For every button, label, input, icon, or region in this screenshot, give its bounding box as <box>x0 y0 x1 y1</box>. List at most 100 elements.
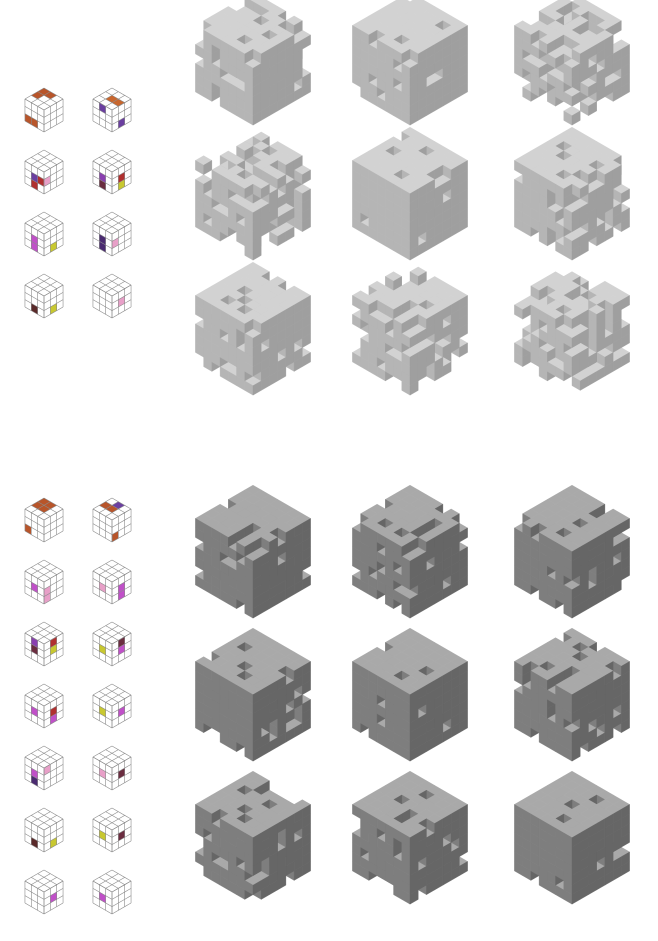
voxel-right-face <box>555 53 564 69</box>
voxel-right-face <box>604 169 614 185</box>
voxel-cube-render <box>514 271 630 391</box>
tile-icon <box>92 559 132 605</box>
tile-icon <box>24 87 64 133</box>
tile-icon-grid-lines <box>92 497 132 543</box>
tile-icon <box>24 559 64 605</box>
tile-icon-grid-lines <box>24 621 64 667</box>
voxel-right-face <box>563 183 573 199</box>
tile-icon <box>92 273 132 319</box>
voxel-right-face <box>547 39 556 55</box>
voxel-right-face <box>530 29 540 45</box>
voxel-right-face <box>261 183 270 199</box>
bottom-tile-icon-grid <box>24 497 132 915</box>
voxel-right-face <box>293 20 303 36</box>
voxel-cube-render <box>352 627 468 762</box>
tile-icon-grid-lines <box>92 683 132 729</box>
tile-icon <box>24 869 64 915</box>
bottom-cube-render-grid <box>195 484 630 905</box>
tile-icon <box>92 621 132 667</box>
tile-icon-grid-lines <box>24 745 64 791</box>
voxel-right-face <box>261 318 270 334</box>
voxel-cube-render <box>514 627 630 762</box>
tile-icon <box>92 87 132 133</box>
tile-icon-grid-lines <box>24 87 64 133</box>
voxel-cube-render <box>195 627 311 762</box>
voxel-cube-render <box>514 126 630 261</box>
voxel-right-face <box>203 160 213 176</box>
tile-icon <box>24 149 64 195</box>
voxel-right-face <box>418 48 427 64</box>
top-cube-render-grid <box>195 0 630 396</box>
tile-icon <box>24 211 64 257</box>
voxel-right-face <box>621 188 630 204</box>
voxel-right-face <box>252 63 262 79</box>
voxel-right-face <box>244 145 254 161</box>
tile-icon-colored-cell <box>99 234 106 245</box>
voxel-right-face <box>588 82 597 98</box>
tile-icon <box>92 211 132 257</box>
voxel-cube-render <box>352 0 468 126</box>
voxel-right-face <box>588 101 597 117</box>
voxel-right-face <box>252 333 262 349</box>
tile-icon-grid-lines <box>24 869 64 915</box>
tile-icon-colored-cell <box>99 172 106 183</box>
tile-icon <box>92 745 132 791</box>
voxel-right-face <box>442 342 452 358</box>
voxel-right-face <box>277 231 287 247</box>
voxel-cube-render <box>195 261 311 396</box>
tile-icon <box>24 683 64 729</box>
tile-icon-grid-lines <box>92 869 132 915</box>
voxel-right-face <box>244 183 254 199</box>
tile-icon-colored-cell <box>31 234 38 245</box>
voxel-right-face <box>571 110 581 126</box>
voxel-cube-render <box>352 266 468 396</box>
voxel-right-face <box>538 63 548 79</box>
voxel-right-face <box>302 188 311 204</box>
tile-icon-colored-cell <box>118 172 125 183</box>
voxel-right-face <box>244 318 254 334</box>
tile-icon-grid-lines <box>92 807 132 853</box>
voxel-right-face <box>571 236 581 252</box>
voxel-right-face <box>285 160 295 176</box>
tile-icon <box>24 273 64 319</box>
tile-icon <box>92 497 132 543</box>
voxel-cube-render <box>514 484 630 619</box>
voxel-right-face <box>571 63 581 79</box>
tile-icon-grid-lines <box>24 273 64 319</box>
tile-icon <box>24 745 64 791</box>
tile-icon <box>92 869 132 915</box>
tile-icon-grid-lines <box>24 807 64 853</box>
voxel-right-face <box>252 380 262 396</box>
tile-icon-grid-lines <box>24 683 64 729</box>
tile-icon <box>24 497 64 543</box>
tile-icon <box>92 149 132 195</box>
tile-icon-grid-lines <box>92 149 132 195</box>
tile-icon <box>24 621 64 667</box>
voxel-cube-render <box>195 131 311 261</box>
voxel-right-face <box>244 48 254 64</box>
voxel-right-face <box>409 63 419 79</box>
tile-icon-colored-cell <box>31 172 38 183</box>
voxel-right-face <box>588 169 597 185</box>
tile-icon-grid-lines <box>92 621 132 667</box>
voxel-cube-render <box>514 0 630 126</box>
tile-icon <box>92 683 132 729</box>
voxel-right-face <box>580 48 589 64</box>
tile-icon <box>24 807 64 853</box>
voxel-cube-render <box>352 484 468 619</box>
tile-icon-grid-lines <box>92 273 132 319</box>
tile-icon <box>92 807 132 853</box>
tile-icon-grid-lines <box>24 559 64 605</box>
tile-icon-grid-lines <box>92 745 132 791</box>
tile-icon-grid-lines <box>92 559 132 605</box>
voxel-cube-render <box>352 126 468 261</box>
voxel-right-face <box>409 352 419 368</box>
voxel-right-face <box>302 169 311 185</box>
voxel-cube-render <box>195 770 311 900</box>
voxel-right-face <box>409 188 419 204</box>
voxel-right-face <box>277 174 287 190</box>
top-tile-icon-grid <box>24 87 132 319</box>
voxel-right-face <box>571 207 581 223</box>
